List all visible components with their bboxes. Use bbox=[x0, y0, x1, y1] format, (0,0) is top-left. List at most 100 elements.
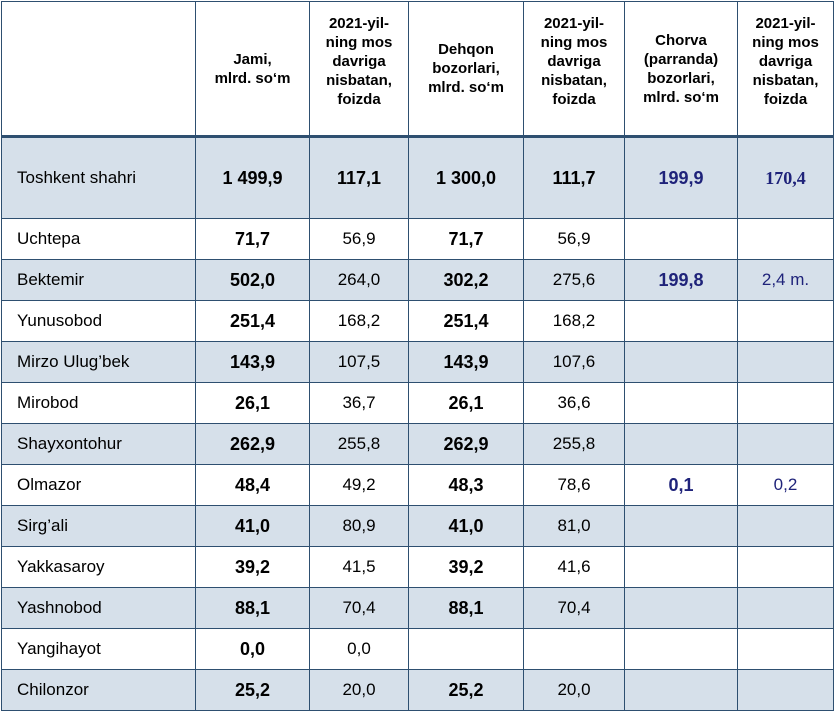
cell-chorva-percent: 170,4 bbox=[737, 136, 834, 219]
cell-chorva: 199,8 bbox=[624, 259, 738, 301]
cell-dehqon-percent: 107,6 bbox=[523, 341, 625, 383]
cell-chorva bbox=[624, 587, 738, 629]
cell-total-percent: 41,5 bbox=[309, 546, 409, 588]
cell-dehqon: 88,1 bbox=[408, 587, 524, 629]
row-label: Mirzo Ulug’bek bbox=[1, 341, 196, 383]
cell-chorva-percent bbox=[737, 423, 834, 465]
cell-chorva: 199,9 bbox=[624, 136, 738, 219]
cell-total-percent: 20,0 bbox=[309, 669, 409, 711]
cell-total: 48,4 bbox=[195, 464, 310, 506]
cell-total: 41,0 bbox=[195, 505, 310, 547]
cell-total: 0,0 bbox=[195, 628, 310, 670]
table-row: Sirg’ali 41,0 80,9 41,0 81,0 bbox=[1, 505, 834, 547]
cell-dehqon-percent: 255,8 bbox=[523, 423, 625, 465]
cell-total-percent: 107,5 bbox=[309, 341, 409, 383]
cell-chorva: 0,1 bbox=[624, 464, 738, 506]
header-cell-dehqon-percent: 2021-yil-ning mos davriga nisbatan, foizda bbox=[523, 1, 625, 137]
cell-chorva-percent bbox=[737, 505, 834, 547]
cell-total-percent: 168,2 bbox=[309, 300, 409, 342]
cell-dehqon-percent: 168,2 bbox=[523, 300, 625, 342]
table-row: Mirobod 26,1 36,7 26,1 36,6 bbox=[1, 382, 834, 424]
row-label: Toshkent shahri bbox=[1, 136, 196, 219]
cell-dehqon-percent: 56,9 bbox=[523, 218, 625, 260]
cell-dehqon-percent: 81,0 bbox=[523, 505, 625, 547]
cell-chorva bbox=[624, 423, 738, 465]
cell-chorva bbox=[624, 669, 738, 711]
table-row: Yakkasaroy 39,2 41,5 39,2 41,6 bbox=[1, 546, 834, 588]
cell-chorva bbox=[624, 300, 738, 342]
table-row: Uchtepa 71,7 56,9 71,7 56,9 bbox=[1, 218, 834, 260]
cell-dehqon-percent: 78,6 bbox=[523, 464, 625, 506]
header-cell-chorva-percent: 2021-yil-ning mos davriga nisbatan, foizda bbox=[737, 1, 834, 137]
cell-chorva-percent bbox=[737, 218, 834, 260]
header-cell-dehqon: Dehqon bozorlari, mlrd. so‘m bbox=[408, 1, 524, 137]
row-label: Yangihayot bbox=[1, 628, 196, 670]
cell-total: 502,0 bbox=[195, 259, 310, 301]
row-label: Bektemir bbox=[1, 259, 196, 301]
cell-dehqon bbox=[408, 628, 524, 670]
header-cell-chorva: Chorva (parranda) bozorlari, mlrd. so‘m bbox=[624, 1, 738, 137]
cell-total: 251,4 bbox=[195, 300, 310, 342]
cell-dehqon-percent: 111,7 bbox=[523, 136, 625, 219]
cell-total-percent: 49,2 bbox=[309, 464, 409, 506]
cell-total: 88,1 bbox=[195, 587, 310, 629]
cell-dehqon: 41,0 bbox=[408, 505, 524, 547]
table-row: Shayxontohur 262,9 255,8 262,9 255,8 bbox=[1, 423, 834, 465]
header-row: Jami, mlrd. so‘m 2021-yil-ning mos davriga… bbox=[1, 1, 834, 137]
header-cell-total: Jami, mlrd. so‘m bbox=[195, 1, 310, 137]
cell-dehqon: 262,9 bbox=[408, 423, 524, 465]
cell-total: 262,9 bbox=[195, 423, 310, 465]
table-row: Mirzo Ulug’bek 143,9 107,5 143,9 107,6 bbox=[1, 341, 834, 383]
cell-chorva bbox=[624, 628, 738, 670]
cell-total-percent: 0,0 bbox=[309, 628, 409, 670]
table-row: Yangihayot 0,0 0,0 bbox=[1, 628, 834, 670]
cell-chorva-percent bbox=[737, 546, 834, 588]
table-row: Chilonzor 25,2 20,0 25,2 20,0 bbox=[1, 669, 834, 711]
cell-chorva bbox=[624, 341, 738, 383]
cell-dehqon-percent: 20,0 bbox=[523, 669, 625, 711]
table-row: Bektemir 502,0 264,0 302,2 275,6 199,8 2… bbox=[1, 259, 834, 301]
header-cell-empty bbox=[1, 1, 196, 137]
row-label: Mirobod bbox=[1, 382, 196, 424]
cell-chorva bbox=[624, 218, 738, 260]
row-label: Uchtepa bbox=[1, 218, 196, 260]
cell-chorva-percent: 2,4 m. bbox=[737, 259, 834, 301]
cell-total: 1 499,9 bbox=[195, 136, 310, 219]
cell-chorva-percent bbox=[737, 669, 834, 711]
row-label: Olmazor bbox=[1, 464, 196, 506]
cell-total-percent: 255,8 bbox=[309, 423, 409, 465]
cell-dehqon-percent bbox=[523, 628, 625, 670]
cell-chorva bbox=[624, 505, 738, 547]
cell-dehqon: 25,2 bbox=[408, 669, 524, 711]
cell-dehqon: 39,2 bbox=[408, 546, 524, 588]
cell-total: 71,7 bbox=[195, 218, 310, 260]
cell-chorva-percent bbox=[737, 587, 834, 629]
cell-dehqon: 71,7 bbox=[408, 218, 524, 260]
cell-total: 39,2 bbox=[195, 546, 310, 588]
row-label: Sirg’ali bbox=[1, 505, 196, 547]
table-row: Toshkent shahri 1 499,9 117,1 1 300,0 11… bbox=[1, 136, 834, 219]
cell-total-percent: 70,4 bbox=[309, 587, 409, 629]
cell-chorva-percent bbox=[737, 300, 834, 342]
cell-total-percent: 117,1 bbox=[309, 136, 409, 219]
cell-total-percent: 80,9 bbox=[309, 505, 409, 547]
cell-dehqon: 251,4 bbox=[408, 300, 524, 342]
cell-total: 25,2 bbox=[195, 669, 310, 711]
cell-dehqon-percent: 275,6 bbox=[523, 259, 625, 301]
cell-chorva-percent bbox=[737, 341, 834, 383]
row-label: Shayxontohur bbox=[1, 423, 196, 465]
cell-total: 143,9 bbox=[195, 341, 310, 383]
cell-dehqon-percent: 41,6 bbox=[523, 546, 625, 588]
cell-total: 26,1 bbox=[195, 382, 310, 424]
row-label: Chilonzor bbox=[1, 669, 196, 711]
cell-dehqon-percent: 70,4 bbox=[523, 587, 625, 629]
header-cell-total-percent: 2021-yil-ning mos davriga nisbatan, foizda bbox=[309, 1, 409, 137]
cell-chorva bbox=[624, 382, 738, 424]
cell-total-percent: 56,9 bbox=[309, 218, 409, 260]
cell-total-percent: 36,7 bbox=[309, 382, 409, 424]
cell-dehqon-percent: 36,6 bbox=[523, 382, 625, 424]
cell-chorva-percent: 0,2 bbox=[737, 464, 834, 506]
cell-dehqon: 26,1 bbox=[408, 382, 524, 424]
table-row: Yashnobod 88,1 70,4 88,1 70,4 bbox=[1, 587, 834, 629]
